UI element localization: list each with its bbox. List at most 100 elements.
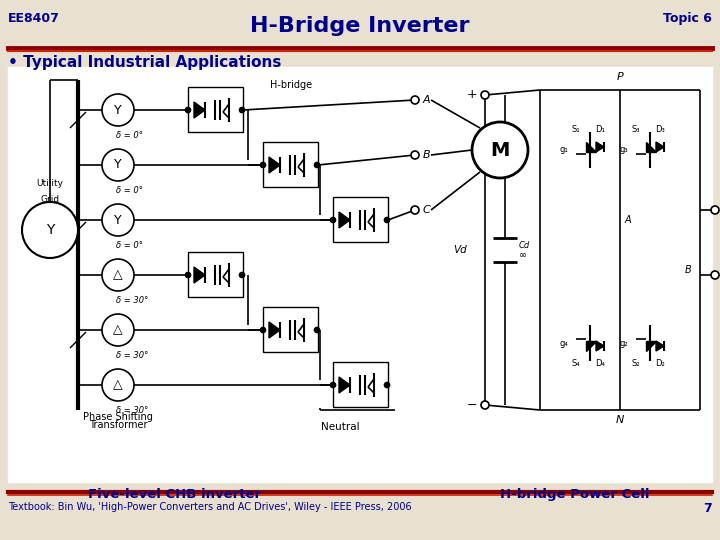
Text: M: M xyxy=(490,140,510,159)
Circle shape xyxy=(186,273,191,278)
Bar xyxy=(263,307,318,352)
Circle shape xyxy=(472,122,528,178)
Circle shape xyxy=(240,273,245,278)
Text: δ = 30°: δ = 30° xyxy=(116,296,148,305)
Circle shape xyxy=(330,218,336,222)
Circle shape xyxy=(411,96,419,104)
Text: g₄: g₄ xyxy=(559,339,568,348)
Text: δ = 30°: δ = 30° xyxy=(116,351,148,360)
Text: g₁: g₁ xyxy=(559,145,568,154)
Text: P: P xyxy=(616,72,624,82)
Text: Textbook: Bin Wu, 'High-Power Converters and AC Drives', Wiley - IEEE Press, 200: Textbook: Bin Wu, 'High-Power Converters… xyxy=(8,502,412,512)
Text: δ = 0°: δ = 0° xyxy=(116,131,143,140)
Text: Vd: Vd xyxy=(454,245,467,255)
Circle shape xyxy=(22,202,78,258)
Polygon shape xyxy=(586,142,596,152)
Text: B: B xyxy=(423,150,431,160)
Bar xyxy=(333,197,388,242)
Circle shape xyxy=(330,382,336,388)
Text: Grid: Grid xyxy=(40,195,60,204)
Polygon shape xyxy=(656,142,664,152)
Text: Y: Y xyxy=(114,213,122,226)
Polygon shape xyxy=(646,142,656,152)
Polygon shape xyxy=(646,341,656,351)
Circle shape xyxy=(102,149,134,181)
Text: N: N xyxy=(616,415,624,425)
Polygon shape xyxy=(596,142,604,152)
Text: S₁: S₁ xyxy=(572,125,580,134)
Text: H-Bridge Inverter: H-Bridge Inverter xyxy=(251,16,469,36)
Text: δ = 0°: δ = 0° xyxy=(116,186,143,195)
Text: Y: Y xyxy=(114,104,122,117)
Text: S₂: S₂ xyxy=(631,359,640,368)
Circle shape xyxy=(711,206,719,214)
Text: C: C xyxy=(423,205,431,215)
Text: +: + xyxy=(467,89,477,102)
Text: ∞: ∞ xyxy=(519,250,527,260)
Polygon shape xyxy=(194,267,205,283)
Polygon shape xyxy=(339,212,350,228)
Text: Utility: Utility xyxy=(37,179,63,188)
Circle shape xyxy=(102,259,134,291)
Text: 7: 7 xyxy=(703,502,712,515)
Text: △: △ xyxy=(113,268,123,281)
Polygon shape xyxy=(269,157,280,173)
Polygon shape xyxy=(339,377,350,393)
Circle shape xyxy=(481,91,489,99)
Text: D₂: D₂ xyxy=(655,359,665,368)
Text: Y: Y xyxy=(46,223,54,237)
Text: Phase Shifting: Phase Shifting xyxy=(83,412,153,422)
Text: D₁: D₁ xyxy=(595,125,605,134)
Text: g₃: g₃ xyxy=(619,145,628,154)
Polygon shape xyxy=(586,341,596,351)
Text: D₃: D₃ xyxy=(655,125,665,134)
Text: △: △ xyxy=(113,379,123,392)
Text: H-bridge Power Cell: H-bridge Power Cell xyxy=(500,488,649,501)
Text: B: B xyxy=(685,265,692,275)
Bar xyxy=(188,252,243,297)
Text: Cd: Cd xyxy=(519,240,530,249)
Text: S₄: S₄ xyxy=(572,359,580,368)
Bar xyxy=(263,142,318,187)
Text: g₂: g₂ xyxy=(619,339,628,348)
Circle shape xyxy=(240,107,245,112)
Circle shape xyxy=(384,382,390,388)
Circle shape xyxy=(261,163,266,167)
Circle shape xyxy=(481,401,489,409)
Circle shape xyxy=(102,204,134,236)
Text: S₃: S₃ xyxy=(631,125,640,134)
Circle shape xyxy=(261,327,266,333)
Circle shape xyxy=(411,206,419,214)
Polygon shape xyxy=(656,341,664,351)
Polygon shape xyxy=(596,341,604,351)
Polygon shape xyxy=(194,102,205,118)
Circle shape xyxy=(186,107,191,112)
Circle shape xyxy=(315,327,320,333)
Text: △: △ xyxy=(113,323,123,336)
Circle shape xyxy=(102,314,134,346)
Text: • Typical Industrial Applications: • Typical Industrial Applications xyxy=(8,55,282,70)
Text: δ = 30°: δ = 30° xyxy=(116,406,148,415)
Bar xyxy=(188,87,243,132)
Text: H-bridge: H-bridge xyxy=(270,80,312,90)
Text: −: − xyxy=(467,399,477,411)
Circle shape xyxy=(384,218,390,222)
Circle shape xyxy=(315,163,320,167)
Circle shape xyxy=(102,369,134,401)
Circle shape xyxy=(411,151,419,159)
Text: Neutral: Neutral xyxy=(320,422,359,432)
Text: Five-level CHB inverter: Five-level CHB inverter xyxy=(89,488,261,501)
Text: EE8407: EE8407 xyxy=(8,12,60,25)
Polygon shape xyxy=(269,322,280,338)
Bar xyxy=(8,67,712,482)
Text: Topic 6: Topic 6 xyxy=(663,12,712,25)
Text: Transformer: Transformer xyxy=(89,420,148,430)
Circle shape xyxy=(102,94,134,126)
Text: A: A xyxy=(625,215,631,225)
Text: D₄: D₄ xyxy=(595,359,605,368)
Text: Y: Y xyxy=(114,159,122,172)
Bar xyxy=(333,362,388,407)
Text: δ = 0°: δ = 0° xyxy=(116,241,143,250)
Text: A: A xyxy=(423,95,431,105)
Circle shape xyxy=(711,271,719,279)
